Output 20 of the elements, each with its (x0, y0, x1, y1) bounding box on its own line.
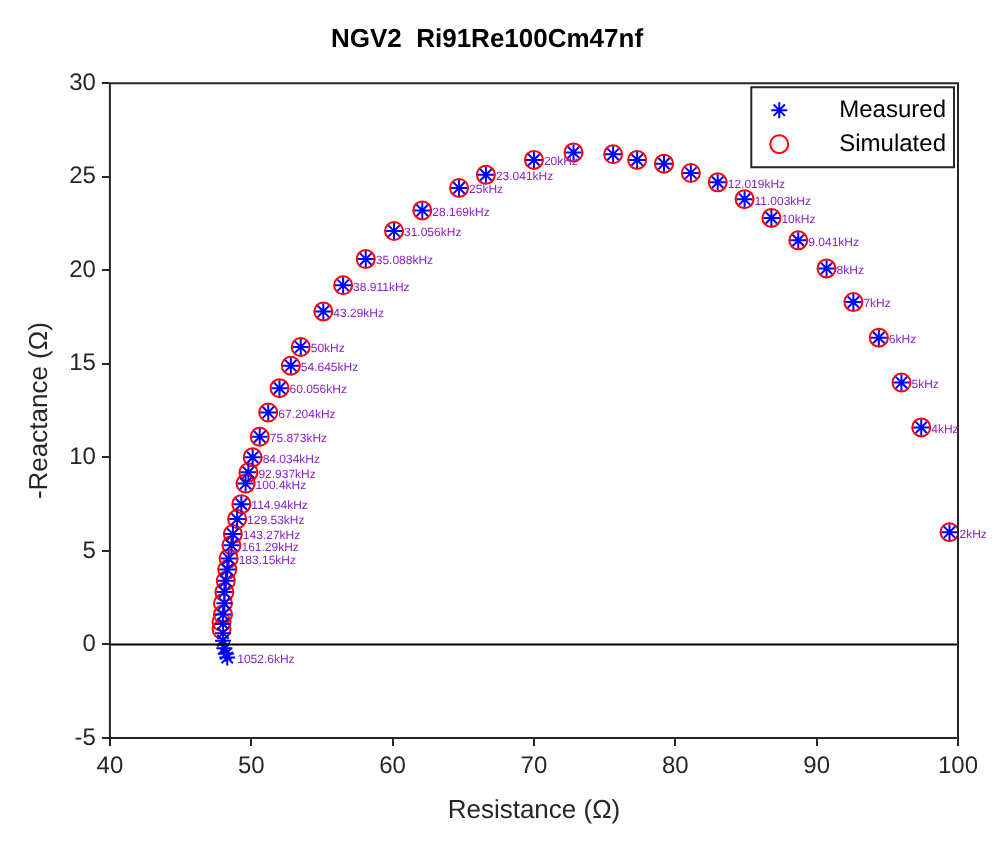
x-tick-label: 100 (937, 751, 979, 780)
y-tick-label: -5 (74, 722, 97, 751)
legend-label: Measured (839, 94, 946, 123)
y-tick-label: 20 (69, 254, 97, 283)
y-tick-label: 15 (69, 348, 97, 377)
x-axis-title: Resistance (Ω) (447, 793, 621, 824)
y-tick-label: 10 (69, 442, 97, 470)
x-tick-label: 60 (379, 751, 407, 780)
x-tick-label: 90 (803, 751, 831, 780)
y-axis-title: -Reactance (Ω) (22, 322, 53, 500)
x-tick-label: 40 (96, 751, 124, 780)
y-tick-label: 30 (69, 67, 97, 96)
x-tick-label: 80 (661, 751, 690, 780)
x-tick-label: 50 (237, 751, 266, 780)
y-tick-label: 5 (82, 535, 97, 564)
y-tick-label: 0 (82, 629, 97, 658)
x-tick-label: 70 (520, 751, 548, 780)
y-tick-label: 25 (69, 161, 97, 190)
chart-title: NGV2 Ri91Re100Cm47nf (330, 22, 645, 53)
legend-label: Simulated (839, 128, 946, 157)
